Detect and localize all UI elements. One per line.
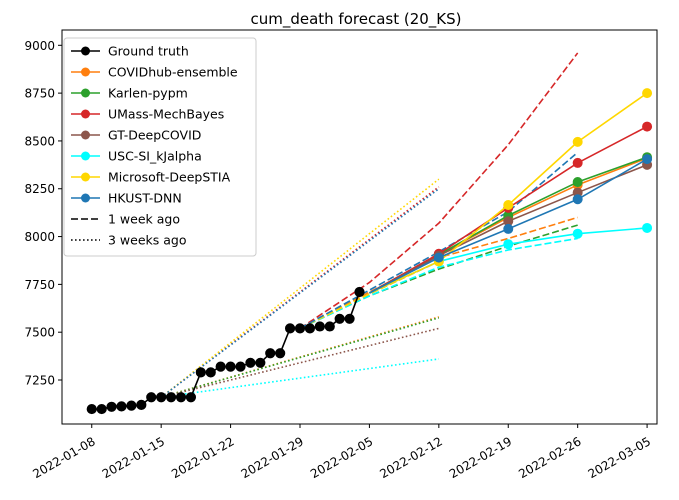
- legend-marker: [81, 151, 90, 161]
- y-tick-label: 7750: [24, 278, 55, 292]
- legend-label: GT-DeepCOVID: [108, 128, 201, 143]
- ground-truth-line: [91, 291, 361, 410]
- forecast-point: [642, 222, 653, 233]
- ground-truth-point: [314, 321, 325, 332]
- three-weeks-ago-line: [160, 178, 440, 398]
- legend-marker: [81, 193, 90, 203]
- legend-marker: [81, 109, 90, 119]
- legend-label: UMass-MechBayes: [108, 107, 224, 122]
- forecast-point: [572, 194, 583, 205]
- legend-label: Karlen-pypm: [108, 86, 188, 101]
- legend: Ground truth COVIDhub-ensemble Karlen-pypm…: [63, 37, 257, 257]
- chart-title: cum_death forecast (20_KS): [250, 10, 461, 29]
- y-tick-label: 8000: [24, 230, 55, 244]
- three-weeks-ago-line: [161, 358, 439, 399]
- ground-truth-point: [96, 403, 107, 415]
- ground-truth-point: [195, 367, 206, 378]
- legend-box: [63, 37, 257, 257]
- forecast-point: [642, 121, 653, 132]
- ground-truth-point: [284, 323, 296, 334]
- legend-marker: [81, 46, 90, 56]
- forecast-point: [642, 88, 653, 99]
- forecast-line: [369, 92, 648, 294]
- ground-truth-point: [126, 400, 137, 411]
- one-week-ago-line: [299, 237, 578, 330]
- forecast-point: [642, 154, 653, 165]
- three-weeks-ago-line: [160, 188, 440, 398]
- legend-label: Ground truth: [108, 44, 189, 59]
- one-week-ago-line: [299, 151, 579, 330]
- three-weeks-ago-line: [160, 317, 440, 398]
- one-week-ago-line: [299, 260, 440, 330]
- forecast-point: [572, 157, 583, 168]
- forecast-point: [572, 228, 583, 239]
- ground-truth-point: [235, 361, 246, 372]
- forecast-point: [433, 252, 444, 263]
- forecast-point: [503, 239, 514, 250]
- legend-label: COVIDhub-ensemble: [108, 65, 238, 80]
- y-tick-label: 8500: [24, 134, 55, 148]
- ground-truth-point: [324, 321, 335, 332]
- ground-truth-point: [116, 401, 127, 412]
- x-tick-label: 2022-02-19: [447, 434, 514, 481]
- ground-truth-point: [156, 392, 167, 403]
- forecast-line: [369, 227, 648, 294]
- one-week-ago-line: [299, 216, 578, 330]
- forecast-point: [503, 223, 514, 234]
- ground-truth-point: [294, 323, 306, 334]
- legend-marker: [81, 130, 90, 140]
- ground-truth-point: [265, 348, 276, 359]
- x-tick-label: 2022-02-26: [516, 434, 583, 481]
- plot-frame: [61, 29, 658, 425]
- ground-truth-point: [225, 361, 236, 372]
- three-weeks-ago-line: [160, 327, 440, 398]
- forecast-point: [572, 177, 583, 188]
- ground-truth-point: [245, 357, 256, 368]
- legend-label: USC-SI_kJalpha: [108, 149, 202, 164]
- x-tick-label: 2022-01-15: [100, 434, 167, 481]
- forecast-point: [503, 200, 514, 210]
- legend-label: HKUST-DNN: [108, 191, 182, 206]
- x-tick-label: 2022-01-22: [169, 434, 236, 481]
- ground-truth-point: [165, 392, 177, 403]
- ground-truth-point: [255, 357, 266, 368]
- ground-truth-point: [304, 323, 316, 334]
- ground-truth-point: [215, 361, 226, 372]
- ground-truth-point: [185, 392, 197, 403]
- one-week-ago-line: [299, 52, 579, 330]
- x-tick-label: 2022-03-05: [586, 434, 653, 481]
- legend-label: Microsoft-DeepSTIA: [108, 170, 231, 185]
- ground-truth-point: [136, 399, 147, 410]
- ground-truth-point: [175, 392, 187, 403]
- ground-truth-point: [86, 403, 97, 415]
- y-tick-label: 7250: [24, 374, 55, 388]
- x-tick-label: 2022-02-12: [377, 434, 444, 481]
- y-tick-label: 8250: [24, 182, 55, 196]
- legend-marker: [81, 172, 90, 182]
- x-tick-label: 2022-01-29: [239, 434, 306, 481]
- ground-truth-point: [106, 401, 117, 412]
- legend-marker: [81, 67, 90, 77]
- ground-truth-point: [205, 367, 216, 378]
- legend-label: 3 weeks ago: [108, 233, 187, 248]
- legend-marker: [81, 88, 90, 98]
- y-tick-label: 9000: [24, 39, 55, 53]
- y-tick-label: 7500: [24, 326, 55, 340]
- ground-truth-point: [275, 348, 286, 359]
- x-tick-label: 2022-01-08: [30, 434, 97, 481]
- legend-label: 1 week ago: [108, 212, 180, 227]
- ground-truth-point: [146, 392, 157, 403]
- ground-truth-point: [344, 313, 355, 324]
- ground-truth-point: [354, 286, 365, 298]
- x-tick-label: 2022-02-05: [308, 434, 375, 481]
- forecast-point: [572, 136, 583, 147]
- ground-truth-point: [334, 313, 345, 324]
- y-tick-label: 8750: [24, 87, 55, 101]
